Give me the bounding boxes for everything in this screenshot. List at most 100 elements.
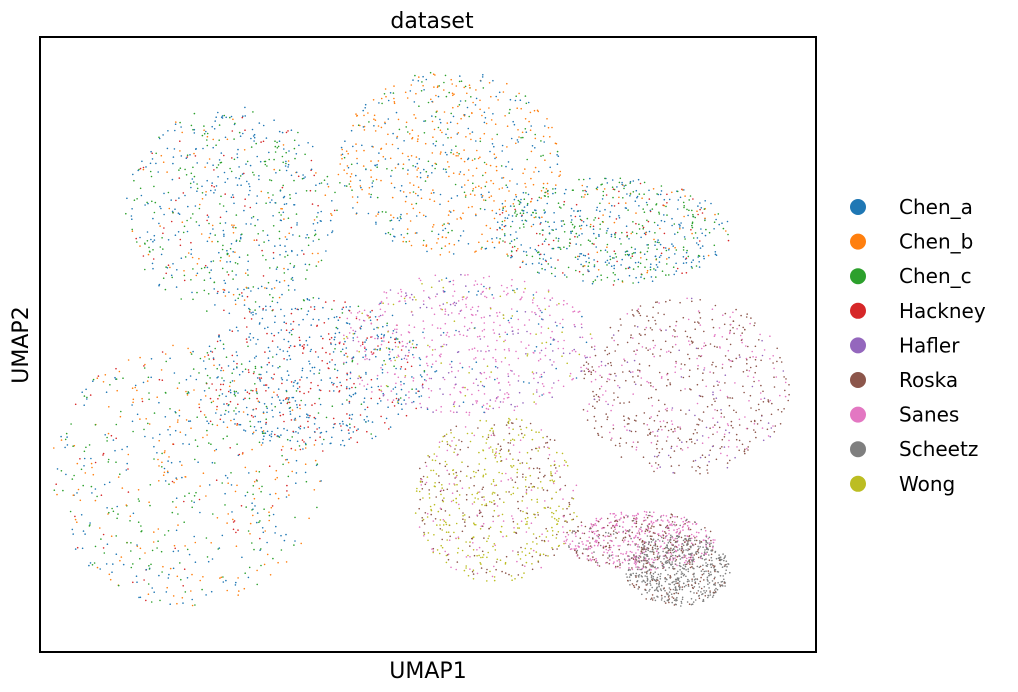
scatter-point [575, 269, 577, 272]
scatter-point [548, 243, 550, 246]
scatter-point [153, 591, 155, 593]
scatter-point [359, 179, 361, 182]
scatter-point [391, 196, 394, 199]
scatter-point [552, 512, 555, 515]
scatter-point [523, 250, 525, 253]
scatter-point [257, 219, 259, 221]
scatter-point [203, 125, 205, 127]
scatter-point [499, 335, 501, 338]
scatter-point [652, 353, 654, 355]
scatter-point [108, 481, 111, 484]
scatter-point [278, 211, 281, 214]
scatter-point [258, 441, 261, 444]
scatter-point [232, 518, 234, 521]
scatter-point [319, 389, 322, 392]
scatter-point [206, 240, 209, 243]
scatter-point [513, 205, 515, 207]
scatter-point [418, 395, 421, 398]
scatter-point [335, 316, 338, 318]
scatter-point [412, 79, 414, 81]
scatter-point [201, 588, 203, 591]
scatter-point [151, 152, 153, 155]
scatter-point [199, 511, 201, 514]
scatter-point [350, 312, 353, 314]
scatter-point [537, 511, 539, 514]
scatter-point [318, 297, 320, 300]
scatter-point [175, 199, 177, 202]
scatter-point [551, 396, 553, 399]
scatter-point [248, 336, 250, 338]
scatter-point [551, 516, 553, 518]
scatter-point [478, 463, 481, 465]
scatter-point [288, 150, 290, 152]
scatter-point [599, 202, 601, 205]
scatter-point [473, 554, 476, 557]
scatter-point [223, 171, 226, 174]
scatter-point [56, 468, 59, 470]
scatter-point [503, 501, 505, 504]
scatter-point [522, 476, 524, 478]
scatter-point [280, 434, 282, 436]
scatter-point [294, 379, 297, 382]
scatter-point [463, 86, 466, 89]
scatter-point [409, 192, 411, 194]
scatter-point [477, 384, 479, 387]
scatter-point [397, 376, 400, 379]
scatter-point [262, 230, 264, 232]
scatter-point [377, 385, 380, 388]
scatter-point [214, 462, 216, 464]
scatter-point [447, 200, 450, 203]
scatter-point [690, 229, 692, 231]
scatter-point [119, 473, 121, 476]
scatter-point [480, 511, 482, 514]
scatter-point [223, 235, 225, 237]
scatter-point [260, 366, 263, 369]
scatter-point [299, 425, 302, 428]
scatter-point [109, 384, 111, 386]
scatter-point [162, 248, 164, 250]
scatter-point [236, 288, 239, 290]
scatter-point [469, 568, 471, 570]
scatter-point [389, 220, 392, 222]
scatter-point [482, 404, 485, 407]
scatter-point [270, 377, 273, 379]
scatter-point [444, 310, 447, 313]
scatter-point [264, 384, 267, 386]
scatter-point [614, 350, 616, 352]
scatter-point [255, 343, 257, 345]
scatter-point [457, 547, 460, 550]
scatter-point [659, 466, 661, 468]
scatter-point [151, 200, 153, 203]
scatter-point [642, 228, 644, 230]
scatter-point [682, 246, 685, 248]
scatter-point [147, 376, 150, 379]
scatter-point [642, 456, 645, 459]
scatter-point [278, 281, 281, 283]
scatter-point [232, 293, 235, 296]
scatter-point [244, 368, 247, 371]
scatter-point [260, 373, 262, 376]
scatter-point [261, 485, 263, 488]
scatter-point [561, 225, 563, 227]
scatter-point [307, 426, 310, 428]
scatter-point [219, 418, 222, 421]
scatter-point [92, 473, 95, 476]
scatter-point [779, 394, 781, 397]
scatter-point [298, 426, 300, 429]
scatter-point [685, 441, 688, 443]
scatter-point [597, 434, 600, 437]
scatter-point [238, 373, 241, 376]
scatter-point [711, 445, 714, 448]
scatter-point [493, 579, 496, 582]
scatter-point [282, 350, 285, 352]
scatter-point [678, 349, 680, 352]
scatter-point [258, 175, 260, 177]
scatter-point [176, 575, 179, 578]
scatter-point [413, 114, 415, 116]
scatter-point [385, 417, 388, 420]
scatter-point [314, 459, 317, 462]
scatter-point [370, 193, 373, 196]
scatter-point [511, 515, 513, 517]
scatter-point [463, 514, 466, 516]
scatter-point [313, 174, 316, 177]
